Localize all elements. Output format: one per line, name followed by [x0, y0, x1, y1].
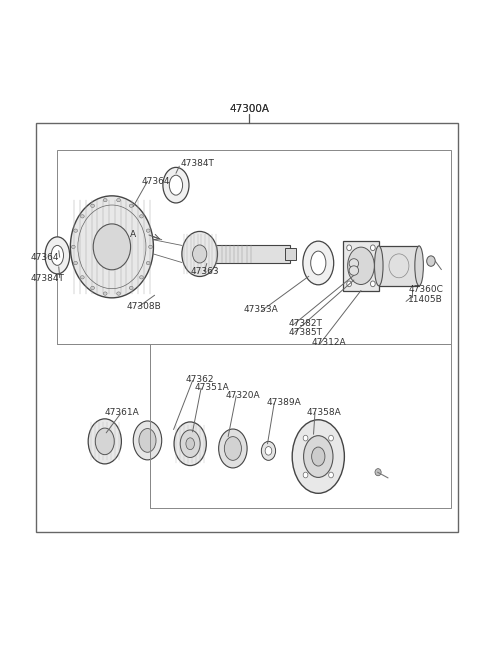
Text: 47389A: 47389A: [266, 398, 301, 407]
Ellipse shape: [81, 215, 84, 218]
Text: 47364: 47364: [141, 177, 170, 186]
Ellipse shape: [129, 204, 133, 208]
Text: 47308B: 47308B: [126, 302, 161, 310]
Text: 47320A: 47320A: [226, 391, 260, 400]
Ellipse shape: [347, 245, 351, 251]
Bar: [57, 149, 451, 344]
Text: A: A: [130, 230, 136, 239]
Ellipse shape: [415, 246, 423, 286]
Ellipse shape: [149, 245, 153, 248]
Ellipse shape: [348, 247, 374, 284]
Ellipse shape: [169, 175, 182, 195]
Text: 47351A: 47351A: [195, 383, 229, 392]
Ellipse shape: [374, 246, 383, 286]
Ellipse shape: [180, 430, 200, 457]
Ellipse shape: [371, 245, 375, 251]
Ellipse shape: [117, 292, 120, 295]
Ellipse shape: [139, 428, 156, 453]
Ellipse shape: [81, 276, 84, 279]
Text: 47384T: 47384T: [180, 159, 215, 168]
Ellipse shape: [312, 447, 325, 466]
Ellipse shape: [146, 229, 150, 233]
Text: 47358A: 47358A: [306, 409, 341, 417]
Ellipse shape: [163, 168, 189, 203]
Ellipse shape: [349, 266, 359, 275]
Ellipse shape: [303, 241, 334, 285]
Text: 47312A: 47312A: [311, 338, 346, 347]
Ellipse shape: [91, 286, 95, 290]
Ellipse shape: [140, 215, 144, 218]
Bar: [343, 241, 379, 291]
Text: 47300A: 47300A: [229, 104, 269, 114]
Ellipse shape: [347, 281, 351, 287]
Ellipse shape: [103, 292, 107, 295]
Text: 47360C: 47360C: [408, 285, 444, 294]
Text: 47362: 47362: [185, 375, 214, 384]
Ellipse shape: [117, 198, 120, 202]
Ellipse shape: [103, 198, 107, 202]
Ellipse shape: [303, 436, 333, 477]
Ellipse shape: [129, 286, 133, 290]
Ellipse shape: [265, 447, 272, 455]
Bar: [36, 124, 458, 531]
Ellipse shape: [292, 420, 344, 493]
Ellipse shape: [192, 245, 207, 263]
Text: 47385T: 47385T: [289, 328, 323, 337]
Ellipse shape: [311, 251, 326, 275]
Ellipse shape: [51, 246, 63, 265]
Ellipse shape: [72, 245, 75, 248]
Ellipse shape: [375, 468, 381, 476]
Ellipse shape: [371, 281, 375, 287]
Ellipse shape: [224, 437, 241, 460]
Ellipse shape: [96, 428, 114, 455]
Ellipse shape: [329, 472, 334, 478]
Bar: [379, 246, 419, 286]
Ellipse shape: [261, 441, 276, 460]
Ellipse shape: [349, 259, 359, 268]
Text: 47382T: 47382T: [289, 319, 323, 328]
Ellipse shape: [91, 204, 95, 208]
Ellipse shape: [74, 261, 77, 265]
Ellipse shape: [219, 429, 247, 468]
Ellipse shape: [45, 237, 70, 274]
Bar: [215, 246, 290, 263]
Text: 47300A: 47300A: [229, 104, 269, 114]
Ellipse shape: [71, 196, 154, 298]
Ellipse shape: [174, 422, 206, 466]
Ellipse shape: [182, 231, 217, 276]
Ellipse shape: [93, 224, 131, 270]
Ellipse shape: [74, 229, 77, 233]
Ellipse shape: [146, 261, 150, 265]
Ellipse shape: [186, 438, 194, 450]
Text: 47353A: 47353A: [244, 305, 278, 314]
Text: 47361A: 47361A: [105, 409, 140, 417]
Ellipse shape: [303, 436, 308, 441]
Ellipse shape: [133, 421, 162, 460]
Bar: [150, 344, 451, 508]
Text: 47363: 47363: [191, 267, 219, 276]
Ellipse shape: [303, 472, 308, 478]
Text: 47364: 47364: [30, 253, 59, 262]
Ellipse shape: [88, 419, 121, 464]
Bar: [285, 248, 296, 260]
Text: 11405B: 11405B: [408, 295, 443, 303]
Ellipse shape: [329, 436, 334, 441]
Text: 47384T: 47384T: [30, 274, 64, 283]
Ellipse shape: [427, 256, 435, 267]
Ellipse shape: [140, 276, 144, 279]
